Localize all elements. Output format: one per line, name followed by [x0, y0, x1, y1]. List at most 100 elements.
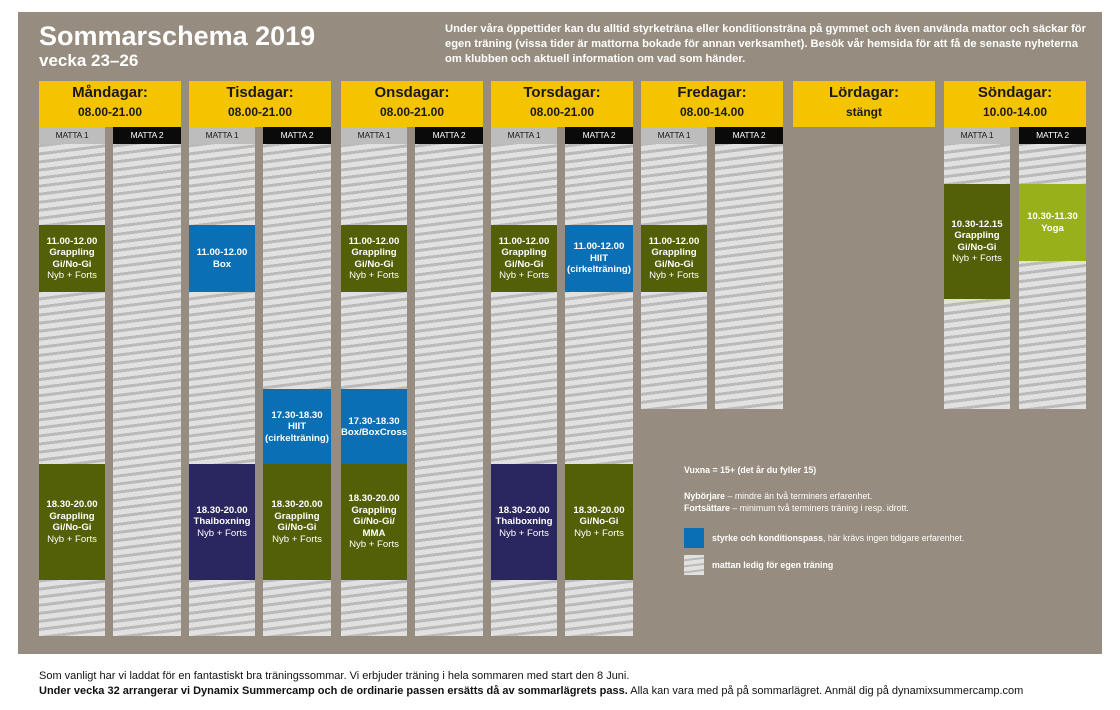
session-thaiboxning: 18.30-20.00 Thaiboxning Nyb + Forts [491, 464, 557, 580]
session-style: Gi/No-Gi [504, 258, 544, 270]
session-level: Nyb + Forts [47, 533, 97, 545]
session-title: Grappling [954, 230, 1000, 241]
mat2-label: MATTA 2 [415, 127, 483, 144]
session-time: 11.00-12.00 [196, 247, 248, 258]
session-title: Box/BoxCross [340, 427, 408, 438]
session-title: Grappling [274, 510, 320, 522]
mat-column [113, 144, 181, 636]
session-box-boxcross: 17.30-18.30 Box/BoxCross [341, 389, 407, 465]
session-level: Nyb + Forts [349, 270, 399, 281]
legend-adults: Vuxna = 15+ (det år du fyller 15) [684, 465, 816, 476]
mat1-label: MATTA 1 [341, 127, 407, 144]
session-time: 11.00-12.00 [648, 235, 700, 247]
footer-bold: Under vecka 32 arrangerar vi Dynamix Sum… [39, 685, 628, 697]
legend-advanced: Fortsättare – minimum två terminers trän… [684, 503, 909, 514]
session-grappling: 18.30-20.00 Grappling Gi/No-Gi Nyb + For… [263, 464, 331, 580]
session-time: 18.30-20.00 [46, 499, 98, 510]
session-style: (cirkelträning) [265, 432, 329, 444]
mat1-label: MATTA 1 [491, 127, 557, 144]
session-time: 10.30-11.30 [1027, 211, 1078, 222]
mat2-label: MATTA 2 [1019, 127, 1086, 144]
session-style: Gi/No-Gi [654, 258, 694, 270]
session-grappling: 11.00-12.00 Grappling Gi/No-Gi Nyb + For… [491, 225, 557, 292]
session-grappling: 10.30-12.15 Grappling Gi/No-Gi Nyb + For… [944, 184, 1010, 299]
mat1-label: MATTA 1 [944, 127, 1010, 144]
legend-beginners: Nybörjare – mindre än två terminers erfa… [684, 491, 872, 502]
week-subtitle: vecka 23–26 [39, 51, 139, 70]
day-header-wednesday: Onsdagar: 08.00-21.00 [341, 81, 483, 127]
session-time: 17.30-18.30 [348, 415, 400, 427]
session-title: Grappling [501, 247, 547, 258]
session-title: Grappling [49, 247, 95, 258]
legend-swatch-blue [684, 528, 704, 548]
day-header-thursday: Torsdagar: 08.00-21.00 [491, 81, 633, 127]
session-hiit: 17.30-18.30 HIIT (cirkelträning) [263, 389, 331, 465]
session-time: 17.30-18.30 [271, 409, 323, 421]
session-title: HIIT [589, 252, 609, 264]
intro-text: Under våra öppettider kan du alltid styr… [445, 23, 1086, 65]
day-hours: 08.00-21.00 [529, 105, 595, 119]
legend-free-mat: mattan ledig för egen träning [712, 560, 833, 571]
day-name: Torsdagar: [523, 84, 601, 101]
mat2-label: MATTA 2 [113, 127, 181, 144]
legend-term: styrke och konditionspass [712, 533, 823, 543]
session-style: (cirkelträning) [567, 264, 631, 276]
session-style: Gi/No-Gi [52, 258, 92, 270]
day-header-sunday: Söndagar: 10.00-14.00 [944, 81, 1086, 127]
session-style: Gi/No-Gi/ [353, 516, 395, 528]
session-level: Nyb + Forts [197, 527, 247, 539]
session-title: Thaiboxning [193, 516, 251, 528]
session-box: 11.00-12.00 Box [189, 225, 255, 292]
mat1-label: MATTA 1 [641, 127, 707, 144]
session-style-extra: MMA [362, 527, 386, 539]
day-name: Måndagar: [72, 84, 148, 101]
day-hours: stängt [846, 105, 882, 119]
legend-term: Fortsättare [684, 503, 730, 513]
day-hours: 08.00-21.00 [227, 105, 293, 119]
day-name: Tisdagar: [226, 84, 294, 101]
legend-conditioning: styrke och konditionspass, här krävs ing… [712, 533, 964, 544]
session-hiit: 11.00-12.00 HIIT (cirkelträning) [565, 225, 633, 292]
session-yoga: 10.30-11.30 Yoga [1019, 184, 1086, 261]
day-hours: 08.00-21.00 [77, 105, 143, 119]
session-style: Gi/No-Gi [957, 241, 997, 253]
footer-line-2: Under vecka 32 arrangerar vi Dynamix Sum… [39, 684, 1023, 698]
session-level: Nyb + Forts [649, 270, 699, 281]
session-title: Yoga [1041, 222, 1064, 234]
footer-line-1: Som vanligt har vi laddat för en fantast… [39, 670, 630, 682]
day-name: Fredagar: [677, 84, 747, 101]
legend-desc: – mindre än två terminers erfarenhet. [725, 491, 873, 501]
session-title: Grappling [49, 510, 95, 522]
day-hours: 08.00-14.00 [679, 105, 745, 119]
mat2-label: MATTA 2 [263, 127, 331, 144]
session-title: Grappling [351, 247, 397, 258]
session-title: Grappling [651, 247, 697, 258]
mat1-label: MATTA 1 [189, 127, 255, 144]
session-style: Gi/No-Gi [52, 522, 92, 533]
legend-term: Nybörjare [684, 491, 726, 501]
legend-desc: , här krävs ingen tidigare erfarenhet. [822, 533, 965, 543]
mat-column [415, 144, 483, 636]
mat1-label: MATTA 1 [39, 127, 105, 144]
session-level: Nyb + Forts [574, 527, 624, 539]
session-level: Nyb + Forts [349, 539, 399, 551]
session-level: Nyb + Forts [499, 270, 549, 281]
session-title: Grappling [351, 504, 397, 516]
session-gi-nogi: 18.30-20.00 Gi/No-Gi Nyb + Forts [565, 464, 633, 580]
session-time: 18.30-20.00 [271, 499, 323, 510]
day-header-friday: Fredagar: 08.00-14.00 [641, 81, 783, 127]
day-header-monday: Måndagar: 08.00-21.00 [39, 81, 181, 127]
day-hours: 08.00-21.00 [379, 105, 445, 119]
day-name: Onsdagar: [374, 84, 450, 101]
session-grappling: 11.00-12.00 Grappling Gi/No-Gi Nyb + For… [341, 225, 407, 292]
session-grappling: 18.30-20.00 Grappling Gi/No-Gi Nyb + For… [39, 464, 105, 580]
footer-rest: Alla kan vara med på på sommarlägret. An… [627, 685, 1024, 697]
session-level: Nyb + Forts [952, 253, 1002, 264]
mat2-label: MATTA 2 [565, 127, 633, 144]
session-style: Gi/No-Gi [277, 522, 317, 533]
day-header-saturday: Lördagar: stängt [793, 81, 935, 127]
session-time: 11.00-12.00 [348, 235, 400, 247]
session-level: Nyb + Forts [499, 527, 549, 539]
session-time: 11.00-12.00 [46, 235, 98, 247]
session-style: Gi/No-Gi [354, 258, 394, 270]
